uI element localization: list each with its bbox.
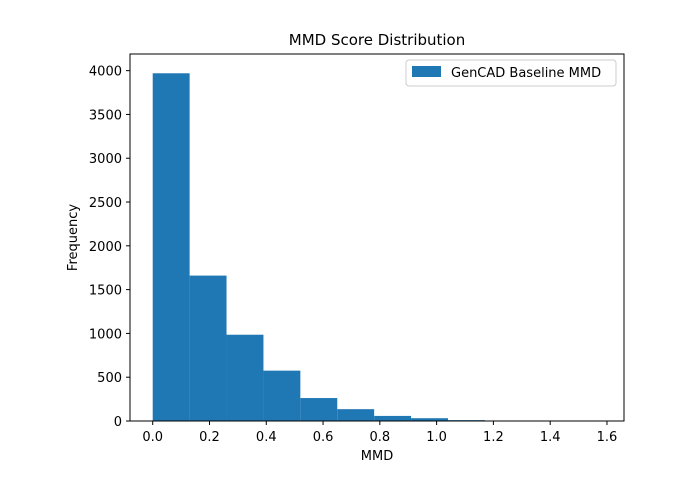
x-tick-label: 0.0 <box>142 430 163 445</box>
histogram-bar <box>226 334 264 421</box>
y-axis-label: Frequency <box>66 204 81 271</box>
x-tick-label: 1.4 <box>540 430 561 445</box>
x-tick-label: 1.6 <box>597 430 618 445</box>
legend-box <box>405 59 617 87</box>
y-tick-label: 500 <box>97 371 122 386</box>
legend: GenCAD Baseline MMD <box>405 59 617 87</box>
axes-frame <box>129 53 625 422</box>
histogram-bar <box>263 370 301 421</box>
y-tick-label: 0 <box>114 415 122 430</box>
y-tick-label: 4000 <box>89 65 122 80</box>
histogram-bar <box>374 415 412 421</box>
histogram-bar <box>411 418 448 421</box>
histogram-bar <box>337 409 375 421</box>
y-axis-ticks: 0 500 1000 1500 2000 2500 3000 3500 4000 <box>89 65 130 430</box>
x-tick-label: 0.6 <box>313 430 334 445</box>
histogram-bar <box>189 275 227 421</box>
histogram-bar <box>300 398 338 421</box>
legend-swatch <box>412 66 441 77</box>
y-tick-label: 2500 <box>89 196 122 211</box>
x-tick-label: 1.2 <box>483 430 504 445</box>
legend-label: GenCAD Baseline MMD <box>451 66 601 81</box>
x-axis-ticks: 0.0 0.2 0.4 0.6 0.8 1.0 1.2 1.4 1.6 <box>142 421 617 445</box>
y-tick-label: 3500 <box>89 108 122 123</box>
x-tick-label: 0.4 <box>256 430 277 445</box>
x-tick-label: 0.8 <box>369 430 390 445</box>
x-axis-label: MMD <box>361 449 393 464</box>
y-tick-label: 3000 <box>89 152 122 167</box>
bars-group <box>152 73 605 422</box>
x-tick-label: 1.0 <box>426 430 447 445</box>
histogram-bar <box>152 73 190 422</box>
x-tick-label: 0.2 <box>199 430 220 445</box>
y-tick-label: 1000 <box>89 327 122 342</box>
y-tick-label: 1500 <box>89 284 122 299</box>
y-tick-label: 2000 <box>89 240 122 255</box>
chart-title: MMD Score Distribution <box>289 31 466 49</box>
